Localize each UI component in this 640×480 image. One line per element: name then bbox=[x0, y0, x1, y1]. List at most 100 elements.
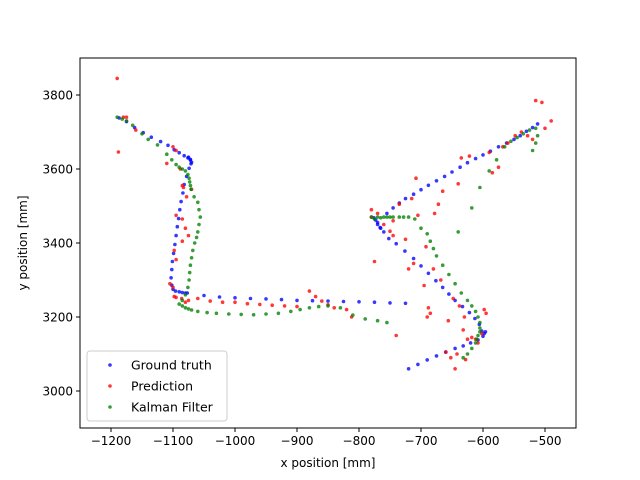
data-point-prediction bbox=[181, 185, 186, 190]
data-point-ground-truth bbox=[453, 346, 457, 351]
data-point-ground-truth bbox=[341, 299, 346, 304]
data-point-prediction bbox=[382, 222, 386, 227]
data-point-ground-truth bbox=[434, 278, 438, 283]
data-point-kalman-filter bbox=[177, 165, 181, 169]
data-point-prediction bbox=[124, 115, 129, 119]
data-point-kalman-filter bbox=[130, 123, 135, 128]
data-point-prediction bbox=[449, 355, 453, 360]
data-point-ground-truth bbox=[391, 206, 395, 210]
data-point-kalman-filter bbox=[478, 320, 482, 325]
data-point-kalman-filter bbox=[473, 341, 478, 345]
data-point-ground-truth bbox=[473, 156, 478, 161]
data-point-prediction bbox=[388, 229, 392, 233]
data-point-ground-truth bbox=[388, 301, 392, 305]
data-point-ground-truth bbox=[465, 160, 470, 165]
y-tick-label: 3600 bbox=[42, 163, 73, 177]
data-point-kalman-filter bbox=[406, 215, 411, 219]
data-point-ground-truth bbox=[496, 145, 501, 149]
data-point-prediction bbox=[258, 302, 262, 307]
data-point-ground-truth bbox=[149, 135, 154, 139]
data-point-kalman-filter bbox=[289, 309, 293, 314]
data-point-kalman-filter bbox=[189, 187, 193, 192]
data-point-prediction bbox=[116, 150, 121, 154]
data-point-kalman-filter bbox=[180, 167, 185, 171]
data-point-prediction bbox=[540, 100, 544, 105]
data-point-ground-truth bbox=[171, 251, 176, 256]
data-point-kalman-filter bbox=[456, 230, 461, 234]
data-point-ground-truth bbox=[447, 292, 451, 296]
data-point-ground-truth bbox=[248, 296, 253, 301]
data-point-prediction bbox=[406, 267, 411, 271]
x-tick-label: −800 bbox=[343, 434, 376, 448]
data-point-prediction bbox=[171, 145, 175, 149]
data-point-kalman-filter bbox=[375, 215, 380, 219]
data-point-ground-truth bbox=[419, 187, 423, 192]
data-point-kalman-filter bbox=[180, 298, 185, 303]
data-point-kalman-filter bbox=[533, 141, 538, 145]
series-ground-truth bbox=[117, 116, 540, 371]
data-point-ground-truth bbox=[403, 249, 407, 253]
data-point-prediction bbox=[459, 156, 464, 160]
data-point-prediction bbox=[484, 311, 488, 316]
data-point-kalman-filter bbox=[183, 293, 188, 297]
data-point-ground-truth bbox=[295, 298, 299, 303]
data-point-ground-truth bbox=[326, 299, 330, 303]
data-point-ground-truth bbox=[425, 358, 430, 362]
data-point-kalman-filter bbox=[470, 346, 474, 351]
data-point-prediction bbox=[496, 165, 501, 169]
data-point-kalman-filter bbox=[431, 246, 436, 251]
data-point-prediction bbox=[183, 226, 188, 230]
data-point-kalman-filter bbox=[187, 278, 191, 282]
data-point-ground-truth bbox=[458, 165, 462, 169]
data-point-kalman-filter bbox=[196, 230, 200, 234]
y-tick-label: 3000 bbox=[42, 385, 73, 399]
data-point-prediction bbox=[403, 237, 408, 242]
data-point-prediction bbox=[533, 98, 538, 103]
y-tick-label: 3200 bbox=[42, 311, 73, 325]
data-point-kalman-filter bbox=[494, 158, 499, 162]
data-point-kalman-filter bbox=[478, 330, 482, 334]
data-point-prediction bbox=[375, 211, 380, 216]
data-point-prediction bbox=[482, 307, 487, 312]
data-point-kalman-filter bbox=[473, 309, 478, 314]
data-point-kalman-filter bbox=[515, 135, 519, 140]
data-point-prediction bbox=[174, 213, 178, 218]
data-point-kalman-filter bbox=[397, 215, 402, 219]
data-point-kalman-filter bbox=[170, 158, 174, 162]
data-point-prediction bbox=[295, 304, 299, 309]
data-point-kalman-filter bbox=[120, 117, 124, 121]
data-point-kalman-filter bbox=[351, 313, 355, 317]
data-point-kalman-filter bbox=[502, 145, 507, 149]
data-point-ground-truth bbox=[372, 300, 377, 305]
data-point-prediction bbox=[186, 233, 191, 238]
data-point-kalman-filter bbox=[307, 306, 312, 310]
data-point-ground-truth bbox=[310, 298, 315, 303]
legend: Ground truth Prediction Kalman Filter bbox=[86, 350, 228, 422]
data-point-kalman-filter bbox=[186, 285, 190, 290]
data-point-kalman-filter bbox=[198, 215, 203, 219]
data-point-ground-truth bbox=[175, 224, 180, 229]
data-point-prediction bbox=[431, 267, 436, 271]
data-point-kalman-filter bbox=[187, 176, 191, 180]
data-point-ground-truth bbox=[279, 297, 284, 302]
data-point-prediction bbox=[446, 318, 451, 323]
data-point-kalman-filter bbox=[476, 333, 480, 338]
data-point-kalman-filter bbox=[205, 310, 209, 315]
data-point-kalman-filter bbox=[385, 215, 389, 219]
data-point-kalman-filter bbox=[165, 152, 169, 156]
data-point-ground-truth bbox=[394, 241, 399, 246]
legend-box bbox=[86, 350, 228, 422]
data-point-prediction bbox=[208, 299, 212, 303]
data-point-kalman-filter bbox=[187, 270, 192, 275]
data-point-prediction bbox=[180, 239, 185, 243]
data-point-kalman-filter bbox=[470, 206, 474, 210]
data-point-prediction bbox=[320, 299, 324, 303]
legend-marker-prediction bbox=[108, 384, 112, 388]
data-point-kalman-filter bbox=[187, 180, 192, 184]
data-point-prediction bbox=[490, 170, 495, 175]
data-point-prediction bbox=[369, 207, 374, 212]
data-point-kalman-filter bbox=[189, 308, 194, 312]
data-point-prediction bbox=[411, 261, 416, 266]
data-point-ground-truth bbox=[182, 153, 186, 158]
data-point-kalman-filter bbox=[124, 119, 129, 123]
